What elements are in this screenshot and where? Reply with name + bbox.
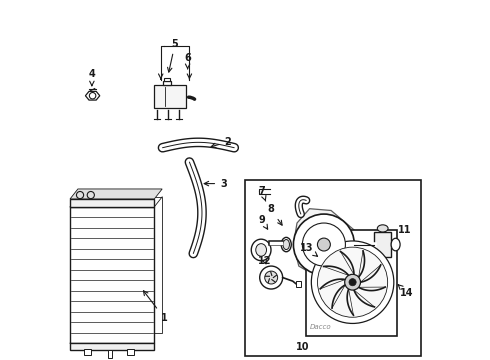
Circle shape — [344, 274, 361, 290]
Ellipse shape — [281, 237, 291, 252]
Circle shape — [76, 192, 84, 199]
Text: 4: 4 — [89, 69, 95, 86]
Circle shape — [87, 192, 95, 199]
Bar — [245, 180, 421, 356]
Circle shape — [318, 247, 388, 317]
Bar — [374, 232, 392, 257]
Polygon shape — [294, 209, 356, 279]
Circle shape — [349, 279, 356, 286]
Text: 10: 10 — [295, 342, 309, 352]
Text: 1: 1 — [144, 291, 168, 323]
Ellipse shape — [283, 239, 290, 249]
Circle shape — [260, 266, 283, 289]
Polygon shape — [85, 91, 100, 100]
Text: 6: 6 — [184, 53, 191, 69]
Text: 12: 12 — [258, 256, 271, 266]
Text: 7: 7 — [259, 186, 266, 201]
Text: 8: 8 — [268, 204, 282, 225]
Circle shape — [89, 93, 96, 99]
Bar — [153, 85, 186, 108]
Polygon shape — [70, 199, 154, 207]
Ellipse shape — [391, 238, 400, 251]
Bar — [306, 230, 397, 336]
Circle shape — [294, 214, 354, 275]
Circle shape — [302, 223, 345, 266]
Ellipse shape — [251, 239, 271, 261]
Polygon shape — [70, 207, 154, 343]
Circle shape — [311, 241, 394, 323]
Bar — [163, 81, 172, 85]
Circle shape — [318, 238, 330, 251]
Polygon shape — [70, 189, 162, 199]
Text: 9: 9 — [259, 215, 268, 229]
Ellipse shape — [256, 244, 267, 256]
Ellipse shape — [377, 225, 388, 232]
Bar — [108, 350, 112, 357]
Text: 2: 2 — [211, 137, 231, 148]
Text: 13: 13 — [300, 243, 318, 256]
Text: 3: 3 — [204, 179, 227, 189]
Bar — [84, 349, 91, 355]
Text: Dacco: Dacco — [310, 324, 331, 330]
Circle shape — [265, 271, 278, 284]
Text: 11: 11 — [398, 225, 411, 235]
Bar — [164, 78, 170, 81]
Bar — [295, 282, 301, 287]
Polygon shape — [70, 343, 154, 350]
Text: 5: 5 — [168, 39, 178, 72]
Bar — [127, 349, 134, 355]
Text: 14: 14 — [398, 285, 414, 298]
